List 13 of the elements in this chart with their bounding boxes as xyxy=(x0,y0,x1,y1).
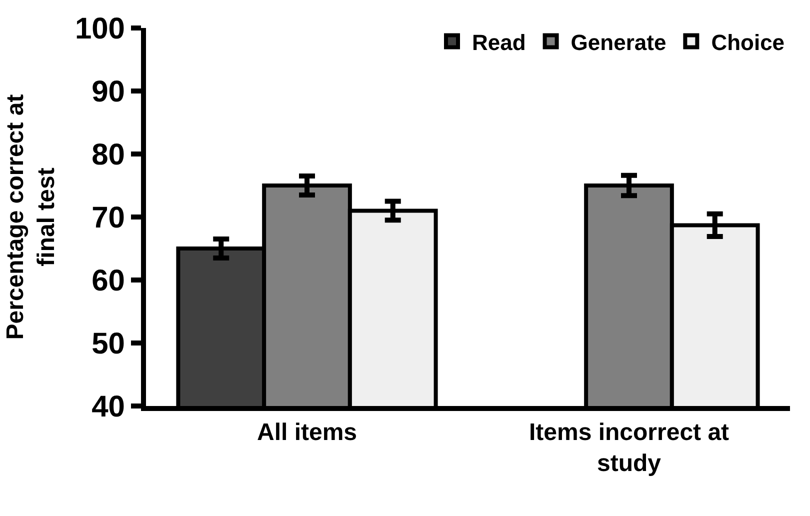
y-tick-label: 50 xyxy=(92,328,125,360)
y-axis-title: Percentage correct at final test xyxy=(2,94,60,340)
y-tick-label: 70 xyxy=(92,202,125,234)
y-tick-label: 40 xyxy=(92,390,125,424)
x-tick-label: Items incorrect at study xyxy=(528,418,730,477)
legend-label: Read xyxy=(472,30,526,55)
y-tick-label: 60 xyxy=(92,264,125,298)
y-tick-label: 80 xyxy=(92,138,125,172)
legend-label: Generate xyxy=(570,30,666,55)
x-tick-label: All items xyxy=(256,418,358,446)
y-tick-label: 100 xyxy=(74,12,125,46)
legend-label: Choice xyxy=(711,30,785,55)
y-tick-label: 90 xyxy=(92,76,125,108)
